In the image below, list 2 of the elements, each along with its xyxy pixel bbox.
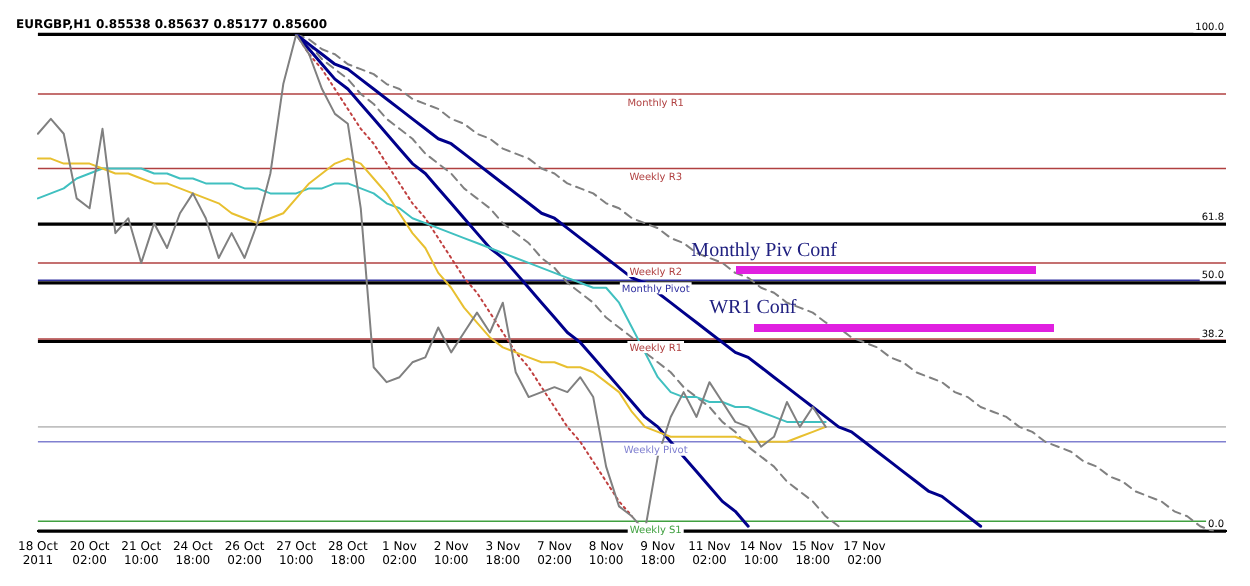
- annotation: Monthly Piv Conf: [691, 239, 839, 262]
- annotation: WR1 Conf: [709, 296, 798, 319]
